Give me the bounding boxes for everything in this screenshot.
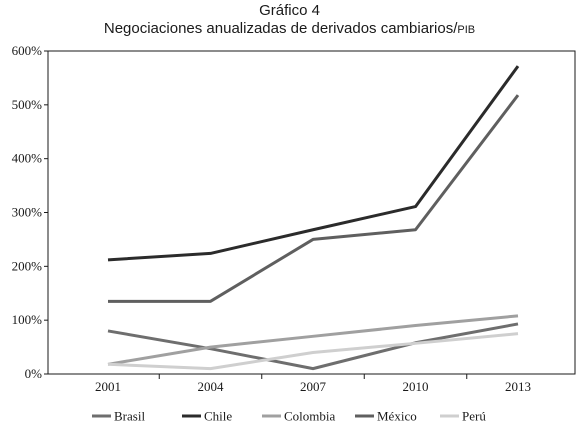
x-tick-label: 2010 bbox=[403, 379, 429, 394]
x-tick-label: 2013 bbox=[505, 379, 531, 394]
legend-label-peru: Perú bbox=[462, 409, 486, 424]
x-tick-label: 2001 bbox=[95, 379, 121, 394]
chart-subtitle-suffix: PIB bbox=[457, 24, 476, 36]
legend-label-mexico: México bbox=[377, 409, 417, 424]
y-tick-label: 500% bbox=[12, 97, 43, 112]
plot-frame bbox=[47, 50, 576, 375]
chart-title: Gráfico 4 bbox=[259, 2, 320, 19]
y-tick-label: 200% bbox=[12, 258, 43, 273]
y-tick-label: 400% bbox=[12, 151, 43, 166]
y-tick-label: 0% bbox=[25, 366, 43, 381]
y-tick-label: 600% bbox=[12, 43, 43, 58]
x-tick-label: 2007 bbox=[300, 379, 327, 394]
series-line-chile bbox=[107, 65, 520, 262]
series-line-colombia bbox=[107, 314, 519, 366]
x-tick-label: 2004 bbox=[198, 379, 225, 394]
y-tick-label: 100% bbox=[12, 312, 43, 327]
series-lines bbox=[107, 65, 520, 371]
axes: 0% 100% 200% 300% 400% 500% 600% 2001 2004 2007 20… bbox=[12, 43, 576, 394]
series-line-brasil bbox=[107, 322, 519, 371]
legend-label-chile: Chile bbox=[204, 409, 232, 424]
legend: Brasil Chile Colombia México Perú bbox=[92, 409, 486, 424]
chart-subtitle-main: Negociaciones anualizadas de derivados c… bbox=[103, 20, 458, 37]
chart-subtitle: Negociaciones anualizadas de derivados c… bbox=[0, 20, 579, 37]
series-line-mexico bbox=[108, 94, 520, 303]
series-line-peru bbox=[107, 332, 519, 371]
legend-label-brasil: Brasil bbox=[114, 409, 145, 424]
legend-label-colombia: Colombia bbox=[284, 409, 336, 424]
y-tick-label: 300% bbox=[12, 205, 43, 220]
